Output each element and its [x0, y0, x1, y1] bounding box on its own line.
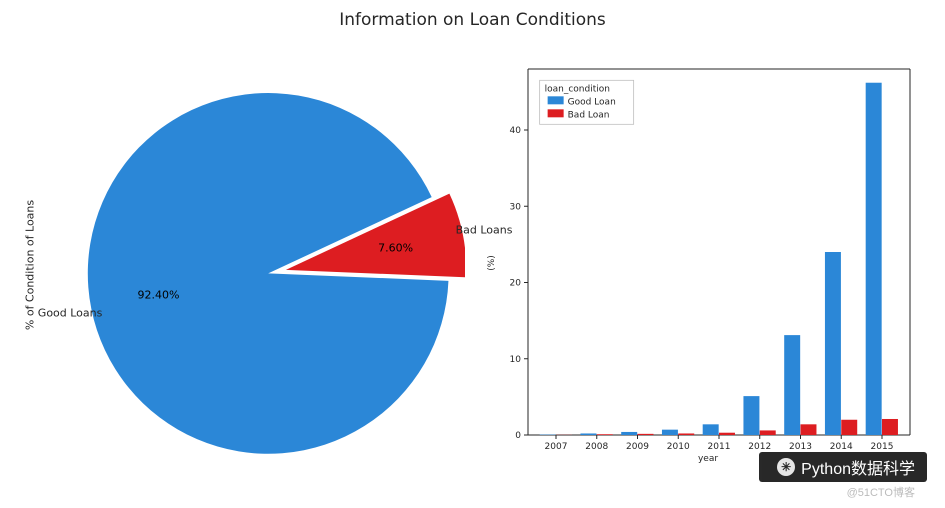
- pie-ylabel: % of Condition of Loans: [24, 200, 37, 330]
- figure-title: Information on Loan Conditions: [0, 10, 945, 30]
- xtick-label: 2008: [585, 442, 608, 452]
- bar: [678, 433, 694, 435]
- bar: [597, 434, 613, 435]
- legend-label: Good Loan: [568, 97, 616, 107]
- xtick-label: 2007: [545, 442, 568, 452]
- bar: [719, 433, 735, 435]
- bar: [841, 420, 857, 435]
- bar: [743, 396, 759, 435]
- xtick-label: 2010: [667, 442, 690, 452]
- watermark-text: Python数据科学: [801, 455, 915, 479]
- ytick-label: 30: [510, 202, 522, 212]
- xtick-label: 2015: [871, 442, 894, 452]
- legend-label: Bad Loan: [568, 110, 610, 120]
- bar-xlabel: year: [698, 454, 718, 464]
- pie-slice-pct: 92.40%: [138, 289, 180, 302]
- bar-ylabel: (%): [487, 255, 497, 271]
- wechat-icon: ✳: [777, 458, 795, 476]
- pie-slice-label: Good Loans: [38, 307, 103, 320]
- xtick-label: 2014: [830, 442, 853, 452]
- bar-svg: 0 10 20 30 40 2007 2008 2009 2010 2011 2012 2013 201…: [498, 63, 918, 463]
- figure: Information on Loan Conditions % of Cond…: [0, 0, 945, 508]
- bar: [703, 424, 719, 435]
- bar-chart: (%) 010203040200720082009201020112012201…: [498, 63, 918, 463]
- bar: [866, 83, 882, 435]
- watermark-sub: @51CTO博客: [847, 484, 915, 500]
- bar: [621, 432, 637, 435]
- xtick-label: 2011: [708, 442, 731, 452]
- legend-swatch: [548, 96, 564, 104]
- xtick-label: 2013: [789, 442, 812, 452]
- bar: [638, 434, 654, 435]
- bar: [580, 433, 596, 435]
- legend-title: loan_condition: [545, 84, 610, 94]
- bar: [662, 430, 678, 435]
- bar: [800, 424, 816, 435]
- bar: [760, 430, 776, 435]
- legend-swatch: [548, 109, 564, 117]
- pie-slice-pct: 7.60%: [378, 241, 413, 254]
- ytick-label: 10: [510, 355, 522, 365]
- xtick-label: 2009: [626, 442, 649, 452]
- bar: [825, 252, 841, 435]
- bar: [784, 335, 800, 435]
- ytick-label: 40: [510, 126, 522, 136]
- watermark: ✳ Python数据科学: [759, 452, 927, 482]
- ytick-label: 20: [510, 279, 522, 289]
- ytick-label: 0: [515, 431, 521, 441]
- pie-chart: % of Condition of Loans Good Loans92.40%…: [55, 55, 465, 475]
- pie-svg: [55, 55, 465, 475]
- bar: [882, 419, 898, 435]
- xtick-label: 2012: [748, 442, 771, 452]
